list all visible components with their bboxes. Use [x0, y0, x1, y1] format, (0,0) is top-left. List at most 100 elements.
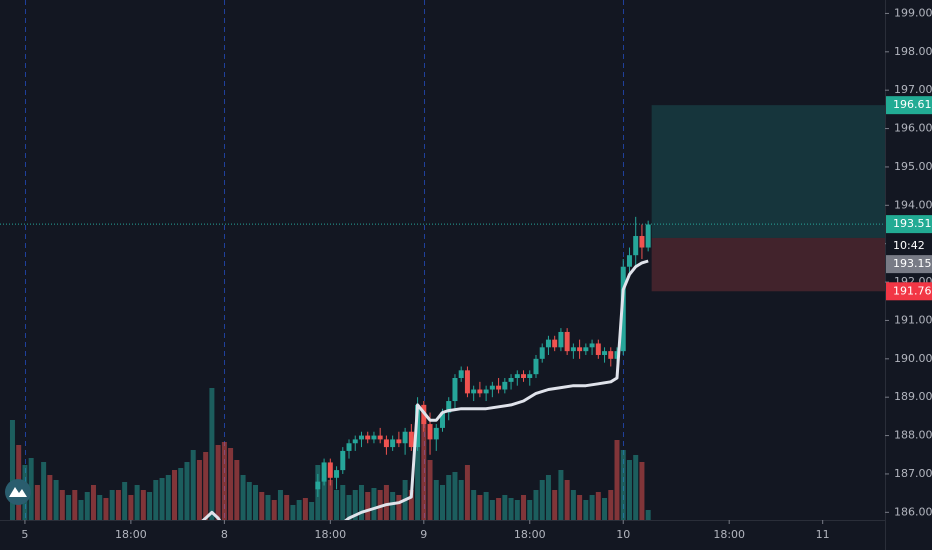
volume-bar: [277, 490, 283, 520]
volume-bar: [147, 492, 153, 520]
volume-bar: [583, 500, 589, 520]
volume-bar: [190, 450, 196, 520]
volume-bar: [639, 462, 645, 520]
x-tick-label: 18:00: [713, 528, 745, 541]
y-tick-label: 191.00: [894, 313, 932, 326]
volume-bar: [440, 485, 445, 520]
x-tick-label: 18:00: [314, 528, 346, 541]
entry-tag-bg: [886, 255, 932, 274]
volume-bar: [421, 420, 427, 520]
y-tick-label: 187.00: [894, 467, 932, 480]
volume-bar: [570, 490, 576, 520]
candle-body: [570, 347, 576, 352]
y-tick-label: 195.00: [894, 160, 932, 173]
candle-body: [427, 424, 433, 440]
volume-bar: [371, 488, 377, 520]
candle-body: [452, 378, 458, 402]
volume-bar: [614, 440, 620, 520]
candle-body: [583, 347, 589, 352]
candle-body: [558, 331, 564, 348]
volume-bar: [172, 470, 177, 520]
volume-bar: [346, 495, 352, 520]
volume-bar: [595, 492, 601, 520]
volume-bar: [358, 485, 364, 520]
candle-body: [545, 339, 551, 348]
candle-body: [552, 339, 558, 348]
volume-bar: [9, 420, 15, 520]
volume-bar: [302, 498, 308, 520]
volume-bar: [427, 460, 433, 520]
volume-bar: [471, 490, 477, 520]
volume-bar: [259, 492, 265, 520]
volume-bar: [452, 472, 458, 520]
volume-bar: [271, 500, 277, 520]
volume-bar: [527, 500, 533, 520]
candle-body: [564, 331, 570, 352]
volume-bar: [159, 478, 165, 520]
candle-body: [608, 351, 614, 359]
volume-bar: [215, 445, 221, 520]
volume-bar: [645, 510, 651, 520]
volume-bar: [115, 490, 121, 520]
candle-body: [458, 370, 464, 379]
volume-bar: [34, 485, 40, 520]
x-tick-label: 5: [21, 528, 28, 541]
volume-bar: [165, 475, 171, 520]
volume-bar: [558, 470, 564, 520]
candle-body: [533, 358, 539, 375]
target-tag: 196.61: [893, 98, 932, 111]
candle-body: [521, 374, 527, 379]
volume-bar: [59, 490, 65, 520]
volume-bar: [340, 485, 346, 520]
volume-bar: [203, 452, 209, 520]
candle-body: [315, 481, 321, 490]
volume-bar: [103, 498, 109, 520]
candle-body: [483, 389, 489, 394]
target-tag-bg: [886, 96, 932, 115]
volume-bar: [234, 460, 240, 520]
volume-bar: [97, 495, 103, 520]
volume-bar: [66, 495, 72, 520]
candle-body: [334, 470, 340, 478]
volume-bar: [290, 505, 296, 520]
volume-bar: [396, 495, 402, 520]
candle-body: [464, 370, 470, 394]
candle-body: [402, 431, 408, 444]
x-tick-label: 8: [221, 528, 228, 541]
candle-body: [595, 343, 601, 355]
volume-bar: [84, 492, 90, 520]
candle-body: [539, 347, 545, 359]
volume-bar: [477, 495, 483, 520]
candle-body: [365, 435, 371, 440]
candle-body: [514, 374, 520, 379]
volume-bar: [41, 462, 47, 520]
price-tags: 196.61 193.51 10:42 193.15 191.76: [886, 96, 932, 301]
volume-bar: [408, 490, 414, 520]
x-tick-label: 10: [616, 528, 630, 541]
volume-bar: [122, 482, 128, 520]
candle-body: [489, 385, 495, 390]
candle-body: [346, 443, 352, 451]
x-tick-label: 11: [816, 528, 830, 541]
volume-bar: [458, 480, 464, 520]
stop-tag-bg: [886, 282, 932, 301]
volume-bar: [626, 460, 632, 520]
candle-body: [390, 439, 396, 448]
volume-bar: [608, 490, 614, 520]
volume-bar: [365, 492, 371, 520]
volume-bar: [296, 500, 302, 520]
volume-bar: [633, 455, 639, 520]
logo[interactable]: [5, 479, 31, 505]
volume-bar: [134, 485, 140, 520]
volume-bar: [321, 478, 327, 520]
volume-bar: [602, 498, 608, 520]
candle-body: [477, 389, 483, 394]
volume-bar: [483, 492, 489, 520]
candle-body: [633, 236, 639, 256]
candle-body: [358, 435, 364, 440]
candle-body: [496, 385, 502, 390]
y-tick-label: 189.00: [894, 390, 932, 403]
